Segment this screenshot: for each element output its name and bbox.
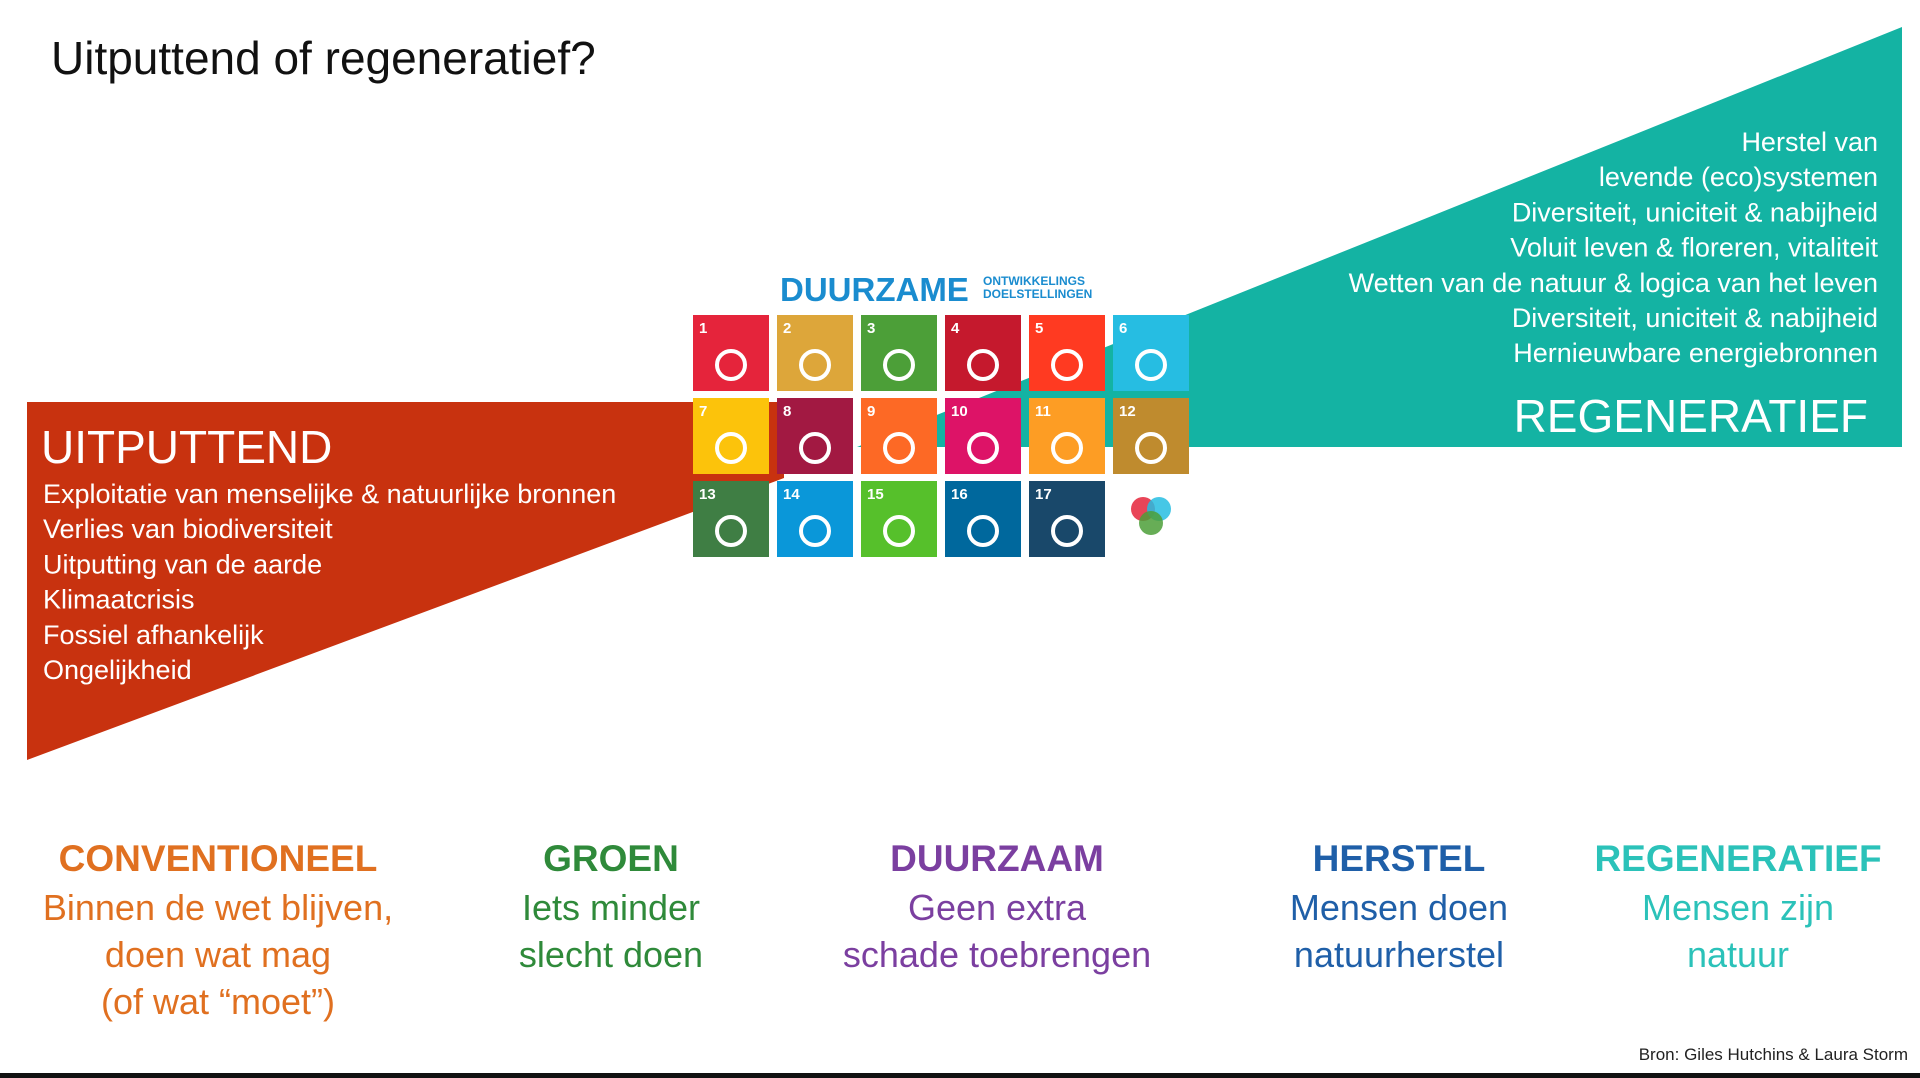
stage-heading: DUURZAAM [890,838,1104,879]
right-item: Hernieuwbare energiebronnen [1513,338,1878,368]
sdg-tile-number: 8 [783,403,791,420]
right-item: Diversiteit, uniciteit & nabijheid [1512,197,1878,227]
left-heading: UITPUTTEND [41,421,332,473]
stage-line: Iets minder [522,887,700,928]
stage-line: Mensen doen [1290,887,1508,928]
sdg-tile-icon [715,515,747,547]
sdg-tile-icon [967,432,999,464]
right-item: Wetten van de natuur & logica van het le… [1349,268,1878,298]
left-item: Ongelijkheid [43,655,192,685]
sdg-tile-number: 9 [867,403,875,420]
stage-line: (of wat “moet”) [101,981,335,1022]
slide-title: Uitputtend of regeneratief? [51,32,596,84]
sdg-tile-number: 3 [867,320,875,337]
right-item: Diversiteit, uniciteit & nabijheid [1512,303,1878,333]
sdg-subtitle: DOELSTELLINGEN [983,287,1092,301]
right-item: levende (eco)systemen [1599,162,1878,192]
source: Bron: Giles Hutchins & Laura Storm [1639,1045,1908,1064]
sdg-tile-icon [1051,349,1083,381]
sdg-logo-dot [1139,511,1163,535]
left-item: Klimaatcrisis [43,585,195,615]
sdg-tile-icon [883,349,915,381]
left-item: Verlies van biodiversiteit [43,514,333,544]
sdg-tile-number: 7 [699,403,707,420]
sdg-tile-icon [799,349,831,381]
right-item: Herstel van [1741,127,1878,157]
sdg-tile-number: 17 [1035,486,1052,503]
sdg-tile-number: 14 [783,486,800,503]
right-item: Voluit leven & floreren, vitaliteit [1510,233,1878,263]
sdg-tile-number: 1 [699,320,707,337]
sdg-tile-number: 4 [951,320,960,337]
sdg-tile-icon [1135,349,1167,381]
stage-heading: HERSTEL [1313,838,1486,879]
stage-heading: REGENERATIEF [1594,838,1881,879]
stage-heading: GROEN [543,838,679,879]
sdg-tile-number: 2 [783,320,791,337]
sdg-tile-number: 13 [699,486,716,503]
depleting-wedge [27,402,784,760]
left-item: Exploitatie van menselijke & natuurlijke… [43,479,616,509]
left-item: Uitputting van de aarde [43,549,322,579]
sdg-title: DUURZAME [780,271,969,308]
stage-line: Binnen de wet blijven, [43,887,393,928]
sdg-tile-icon [883,515,915,547]
sdg-tile-icon [799,515,831,547]
sdg-tile-number: 15 [867,486,884,503]
sdg-tile-icon [715,349,747,381]
stage-line: natuurherstel [1294,934,1504,975]
right-heading: REGENERATIEF [1514,390,1868,442]
sdg-tile-number: 11 [1035,403,1051,420]
sdg-tile-icon [883,432,915,464]
sdg-tile-number: 10 [951,403,968,420]
sdg-tile-icon [1051,515,1083,547]
sdg-subtitle: ONTWIKKELINGS [983,274,1085,288]
left-item: Fossiel afhankelijk [43,620,264,650]
stage-line: Mensen zijn [1642,887,1834,928]
stage-line: doen wat mag [105,934,331,975]
sdg-tile-number: 16 [951,486,968,503]
stage-heading: CONVENTIONEEL [59,838,378,879]
sdg-tile-icon [1051,432,1083,464]
stage-line: Geen extra [908,887,1087,928]
sdg-tile-number: 12 [1119,403,1136,420]
sdg-tile-icon [715,432,747,464]
sdg-tile-icon [1135,432,1167,464]
bottom-bar [0,1073,1920,1078]
sdg-tile-number: 6 [1119,320,1127,337]
stage-line: schade toebrengen [843,934,1151,975]
sdg-tile-icon [967,349,999,381]
sdg-tile-icon [967,515,999,547]
sdg-tile-number: 5 [1035,320,1043,337]
stage-line: slecht doen [519,934,703,975]
sdg-tile-icon [799,432,831,464]
stage-line: natuur [1687,934,1789,975]
